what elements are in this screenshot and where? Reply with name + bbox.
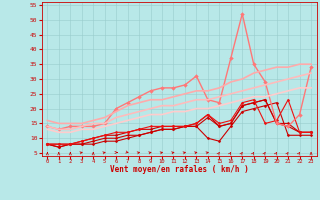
X-axis label: Vent moyen/en rafales ( km/h ): Vent moyen/en rafales ( km/h ) bbox=[110, 165, 249, 174]
